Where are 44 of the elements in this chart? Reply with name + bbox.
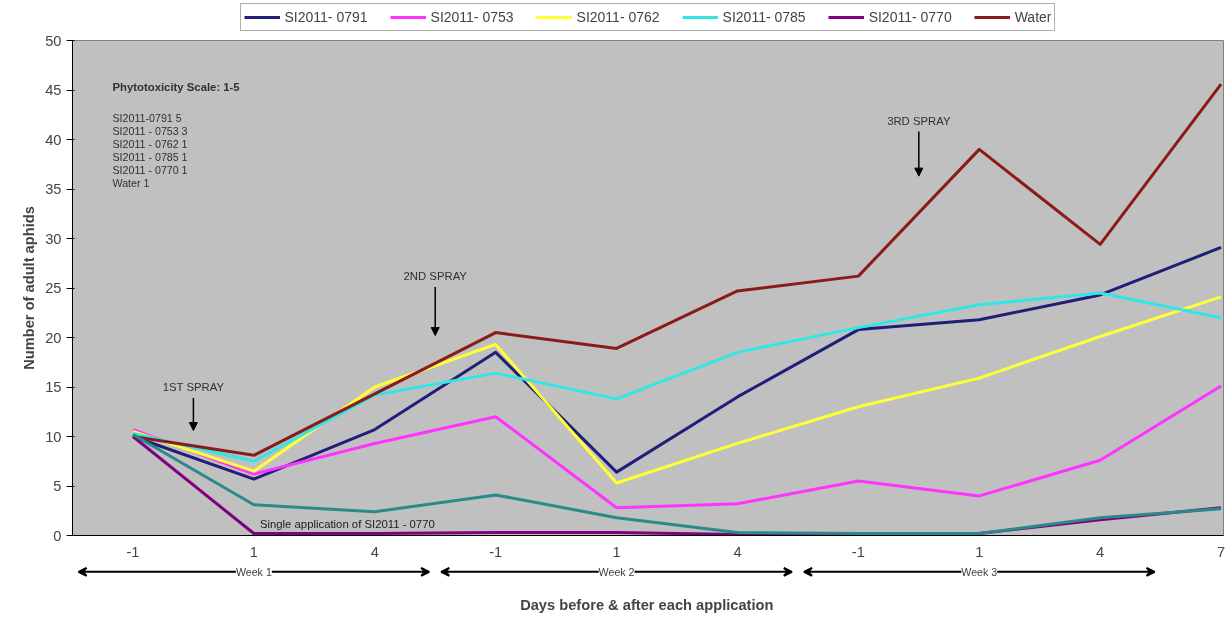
x-tick-label: -1 — [126, 543, 140, 560]
x-axis-title: Days before & after each application — [520, 596, 774, 613]
y-axis-title: Number of adult aphids — [21, 206, 38, 370]
annotation: SI2011-0791 5 — [112, 111, 182, 124]
text: Week 1 — [235, 565, 272, 578]
annotation: Single application of SI2011 - 0770 — [259, 517, 435, 530]
x-tick-label: 4 — [370, 543, 379, 560]
y-tick-label: 5 — [53, 478, 62, 494]
annotation: 2ND SPRAY — [403, 270, 468, 283]
annotation: SI2011 - 0762 1 — [112, 137, 188, 150]
y-tick-label: 40 — [45, 131, 62, 148]
annotation: SI2011 - 0785 1 — [112, 150, 188, 163]
annotation: 3RD SPRAY — [887, 114, 951, 127]
annotation: 1ST SPRAY — [162, 380, 225, 393]
y-tick-label: 30 — [45, 230, 62, 247]
annotation: Phytotoxicity Scale: 1-5 — [112, 80, 240, 93]
y-tick-label: 15 — [45, 379, 62, 395]
legend-label: SI2011- 0785 — [722, 9, 806, 25]
x-tick-label: 4 — [733, 543, 742, 560]
text: Week 3 — [961, 565, 998, 578]
legend-label: SI2011- 0753 — [430, 9, 514, 25]
y-tick-label: 25 — [45, 280, 62, 296]
y-tick-label: 10 — [45, 428, 62, 445]
y-tick-label: 50 — [45, 32, 62, 49]
legend-label: SI2011- 0791 — [284, 9, 368, 25]
x-tick-label: 7 — [1217, 543, 1226, 560]
annotation: SI2011 - 0770 1 — [112, 163, 188, 176]
legend-label: SI2011- 0762 — [576, 9, 660, 25]
annotation: Water 1 — [112, 176, 150, 189]
x-tick-label: 1 — [612, 543, 621, 560]
x-tick-label: -1 — [489, 543, 503, 560]
x-tick-label: 1 — [975, 543, 984, 560]
y-tick-label: 20 — [45, 329, 62, 346]
x-tick-label: 4 — [1096, 543, 1105, 560]
line-series — [131, 384, 1223, 510]
x-tick-label: -1 — [851, 543, 865, 560]
x-tick-label: 1 — [249, 543, 258, 560]
legend-label: Water — [1014, 9, 1052, 25]
y-tick-label: 35 — [45, 181, 62, 197]
y-tick-label: 45 — [45, 82, 62, 98]
legend-label: SI2011- 0770 — [868, 9, 952, 25]
y-tick-label: 0 — [53, 527, 62, 544]
annotation: SI2011 - 0753 3 — [112, 124, 188, 137]
text: Week 2 — [598, 565, 635, 578]
